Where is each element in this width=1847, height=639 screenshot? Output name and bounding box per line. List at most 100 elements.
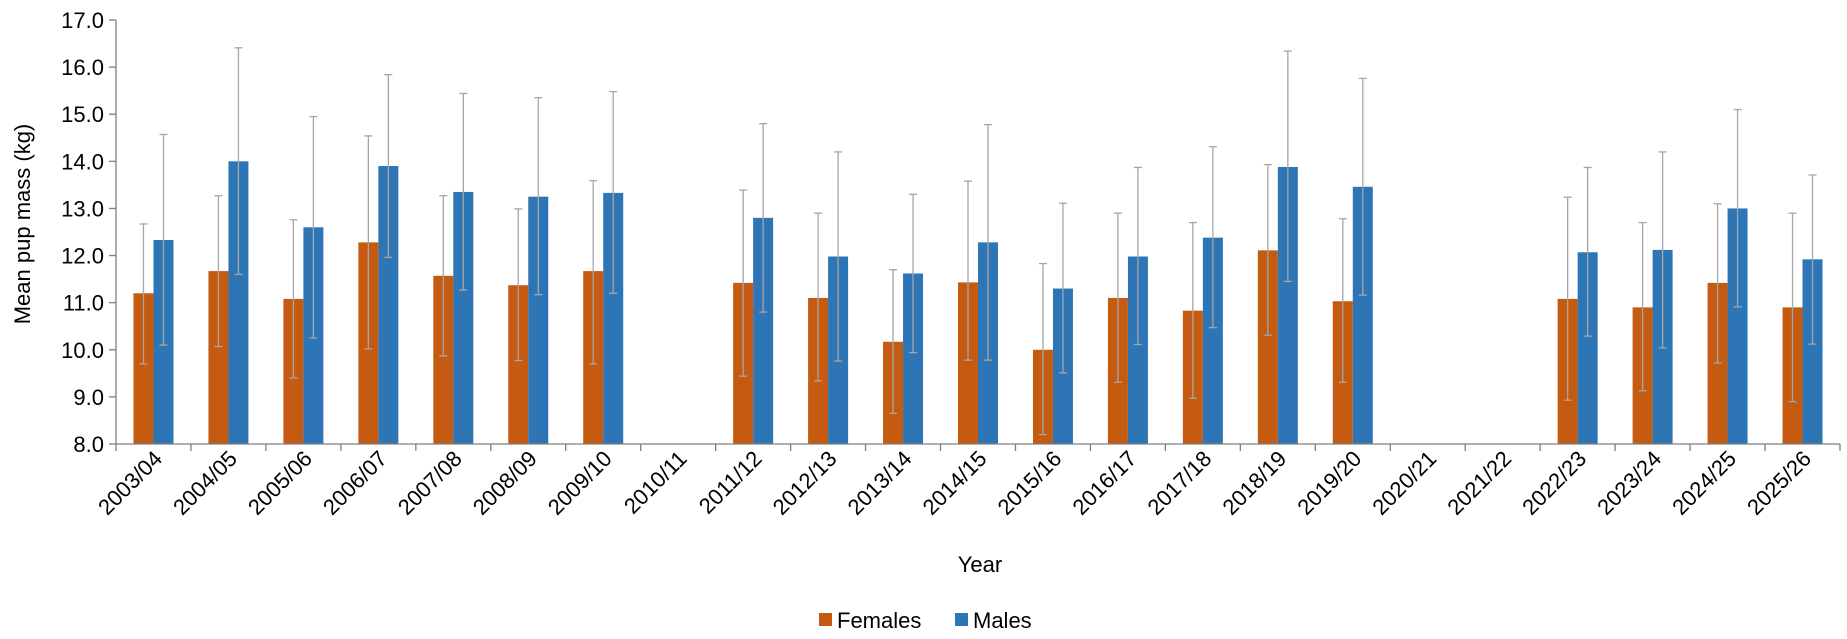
error-bar-females-2009-10 [589, 179, 598, 365]
bar-males-2025-26 [1802, 259, 1823, 444]
bar-females-2008-09 [508, 285, 529, 444]
plot-area [133, 47, 1823, 445]
error-bar-males-2025-26 [1808, 174, 1817, 345]
error-bar-females-2003-04 [139, 223, 148, 365]
error-bar-females-2016-17 [1113, 212, 1122, 383]
x-tick-label: 2021/22 [1442, 446, 1516, 520]
x-tick-label: 2009/10 [543, 446, 617, 520]
x-tick-label: 2022/23 [1517, 446, 1591, 520]
error-bar-males-2015-16 [1058, 202, 1067, 374]
error-bar-males-2022-23 [1583, 166, 1592, 337]
error-bar-males-2024-25 [1733, 108, 1742, 308]
error-bar-males-2012-13 [834, 151, 843, 362]
x-tick-label: 2019/20 [1292, 446, 1366, 520]
bar-males-2009-10 [603, 192, 624, 444]
bar-females-2018-19 [1257, 250, 1278, 444]
x-tick-label: 2023/24 [1592, 446, 1666, 520]
y-tick-label: 8.0 [73, 432, 104, 457]
y-tick-label: 11.0 [63, 291, 104, 316]
error-bar-females-2012-13 [814, 212, 823, 382]
x-tick-label: 2005/06 [243, 446, 317, 520]
y-axis-title: Mean pup mass (kg) [10, 124, 35, 325]
error-bar-females-2007-08 [439, 195, 448, 357]
x-tick-label: 2003/04 [93, 446, 167, 520]
x-tick-label: 2020/21 [1367, 446, 1441, 520]
error-bar-females-2015-16 [1038, 262, 1047, 436]
x-tick-label: 2006/07 [318, 446, 392, 520]
x-tick-label: 2007/08 [393, 446, 467, 520]
error-bar-males-2016-17 [1133, 166, 1142, 346]
error-bar-males-2014-15 [984, 123, 992, 361]
error-bar-females-2004-05 [214, 195, 223, 348]
bar-females-2004-05 [208, 271, 229, 444]
bar-females-2003-04 [133, 293, 154, 444]
x-tick-label: 2012/13 [768, 446, 842, 520]
y-tick-label: 9.0 [73, 385, 104, 410]
error-bar-females-2011-12 [739, 189, 748, 377]
error-bar-males-2003-04 [159, 133, 168, 346]
error-bar-females-2005-06 [289, 219, 298, 379]
error-bar-females-2017-18 [1188, 221, 1197, 399]
x-tick-label: 2004/05 [168, 446, 242, 520]
x-tick-label: 2025/26 [1742, 446, 1816, 520]
bar-males-2008-09 [528, 196, 549, 444]
error-bar-females-2022-23 [1563, 196, 1572, 401]
error-bar-males-2007-08 [459, 92, 468, 291]
y-tick-label: 16.0 [61, 55, 104, 80]
bar-males-2017-18 [1202, 237, 1223, 444]
bar-males-2004-05 [228, 161, 249, 445]
error-bar-females-2018-19 [1263, 163, 1272, 336]
y-tick-label: 10.0 [61, 338, 104, 363]
error-bar-males-2023-24 [1658, 151, 1667, 349]
x-tick-label: 2010/11 [619, 446, 692, 519]
y-tick-label: 15.0 [61, 102, 104, 127]
bar-males-2007-08 [453, 191, 474, 444]
error-bar-females-2023-24 [1638, 221, 1647, 392]
x-tick-label: 2015/16 [993, 446, 1067, 520]
bar-females-2007-08 [433, 275, 454, 444]
x-tick-label: 2013/14 [843, 446, 917, 520]
x-tick-label: 2018/19 [1217, 446, 1291, 520]
bar-males-2018-19 [1277, 166, 1298, 444]
error-bar-males-2006-07 [384, 73, 393, 259]
bar-males-2013-14 [903, 273, 924, 444]
error-bar-males-2013-14 [909, 193, 918, 354]
error-bar-males-2018-19 [1283, 50, 1292, 283]
y-tick-label: 14.0 [61, 149, 104, 174]
bar-males-2019-20 [1352, 186, 1373, 445]
y-tick-label: 17.0 [61, 8, 104, 33]
y-tick-label: 13.0 [61, 196, 104, 221]
bar-males-2022-23 [1577, 252, 1598, 444]
error-bar-females-2024-25 [1713, 203, 1722, 364]
legend-swatch-females [819, 613, 832, 626]
legend-label-males: Males [973, 608, 1032, 633]
x-tick-label: 2017/18 [1142, 446, 1216, 520]
error-bar-males-2009-10 [609, 90, 618, 294]
error-bar-males-2017-18 [1208, 146, 1217, 329]
legend-swatch-males [955, 613, 968, 626]
error-bar-females-2013-14 [889, 269, 898, 415]
error-bar-males-2011-12 [759, 122, 768, 313]
error-bar-males-2004-05 [234, 47, 243, 276]
bar-males-2024-25 [1727, 208, 1748, 444]
error-bar-males-2019-20 [1358, 77, 1367, 296]
x-tick-label: 2008/09 [468, 446, 542, 520]
bar-females-2014-15 [958, 282, 978, 444]
bar-males-2011-12 [753, 217, 774, 444]
legend: Females Males [819, 608, 1032, 633]
x-tick-label: 2011/12 [694, 446, 767, 519]
x-tick-label: 2014/15 [918, 446, 992, 520]
error-bar-males-2008-09 [534, 97, 543, 296]
x-tick-label: 2016/17 [1068, 446, 1142, 520]
error-bar-females-2008-09 [514, 208, 523, 362]
error-bar-females-2019-20 [1338, 218, 1347, 383]
x-tick-label: 2024/25 [1667, 446, 1741, 520]
y-tick-label: 12.0 [61, 244, 104, 269]
x-axis-title: Year [958, 552, 1002, 577]
error-bar-females-2006-07 [364, 135, 373, 350]
error-bar-females-2014-15 [964, 180, 972, 361]
bar-males-2016-17 [1127, 256, 1148, 444]
legend-label-females: Females [837, 608, 921, 633]
error-bar-males-2005-06 [309, 115, 318, 339]
